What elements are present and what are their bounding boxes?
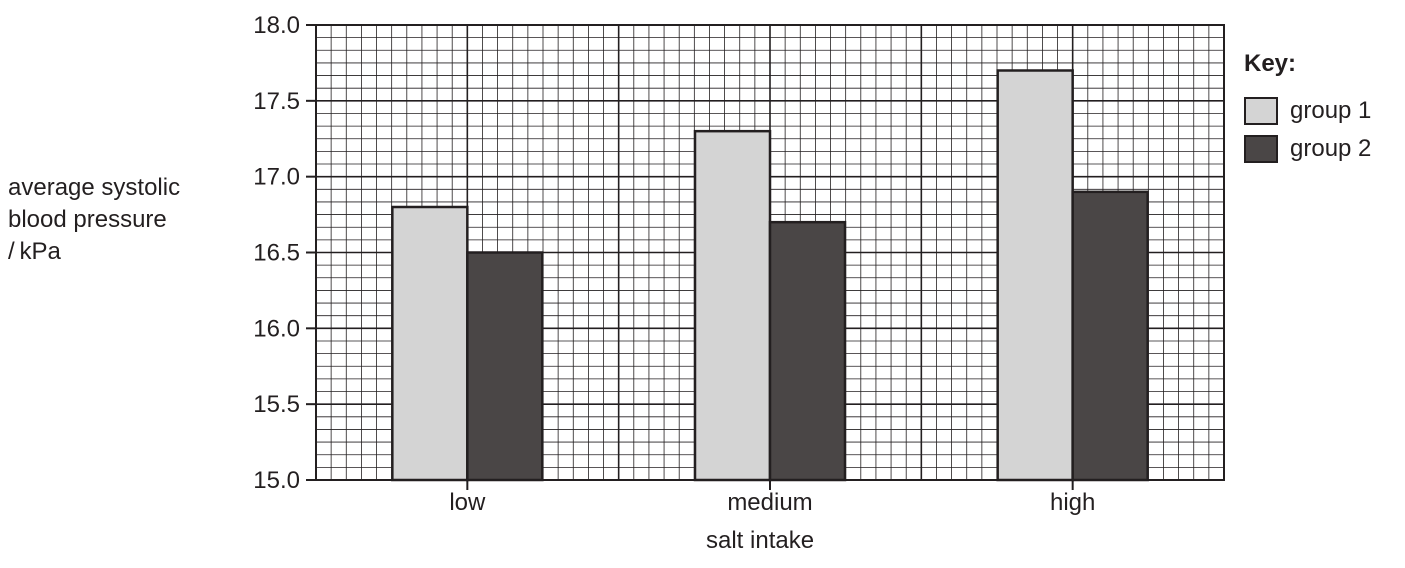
legend-label-group-1: group 1	[1290, 97, 1372, 124]
legend: Key: group 1 group 2	[1244, 50, 1371, 170]
bar-high-group-1	[996, 69, 1074, 482]
bar-medium-group-1	[693, 129, 772, 482]
bar-low-group-1	[391, 205, 469, 482]
legend-item-group-2: group 2	[1244, 132, 1371, 166]
x-tick-label: high	[1050, 489, 1095, 516]
y-axis-label-line-2: blood pressure	[8, 206, 167, 233]
y-tick-label: 16.5	[253, 240, 300, 267]
y-tick-label: 16.0	[253, 315, 300, 342]
y-tick-label: 15.0	[253, 467, 300, 494]
y-tick-label: 17.5	[253, 88, 300, 115]
bar-low-group-2	[466, 251, 544, 482]
legend-swatch-group-1	[1244, 97, 1278, 125]
y-tick-label: 17.0	[253, 164, 300, 191]
x-axis-label: salt intake	[706, 527, 815, 554]
y-tick-label: 18.0	[253, 12, 300, 39]
bar-medium-group-2	[768, 220, 847, 482]
y-axis-label-line-1: average systolic	[8, 174, 181, 201]
bar-high-group-2	[1071, 190, 1149, 482]
x-tick-label: medium	[727, 489, 812, 516]
legend-label-group-2: group 2	[1290, 135, 1372, 162]
legend-title: Key:	[1244, 50, 1297, 77]
legend-item-group-1: group 1	[1244, 94, 1371, 128]
y-tick-label: 15.5	[253, 391, 300, 418]
x-tick-label: low	[449, 489, 486, 516]
y-axis-label-line-3: / kPa	[8, 238, 61, 265]
y-axis-label: average systolic blood pressure / kPa	[8, 172, 180, 268]
legend-swatch-group-2	[1244, 135, 1278, 163]
